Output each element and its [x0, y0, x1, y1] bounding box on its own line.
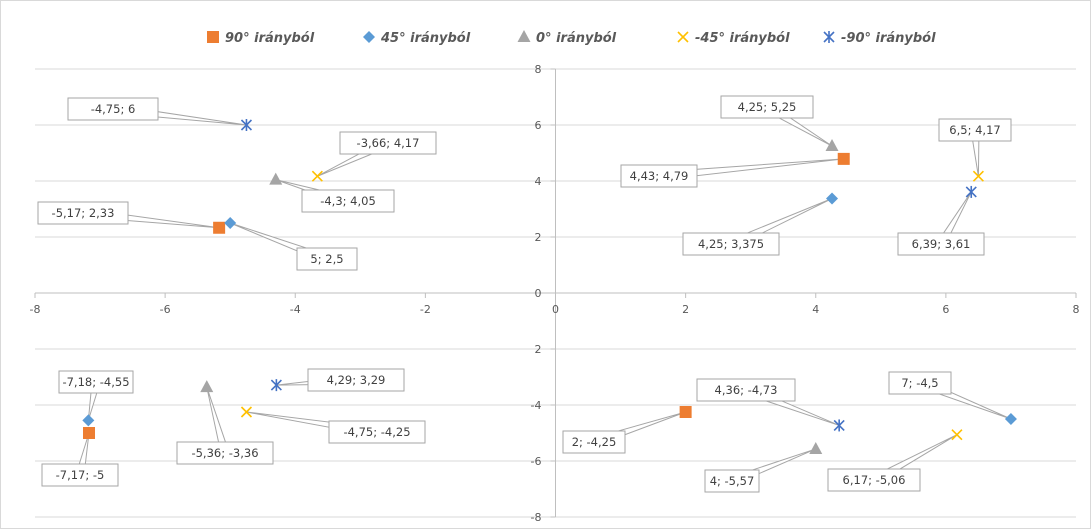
data-label: 5; 2,5: [310, 252, 343, 266]
data-label: 6,5; 4,17: [949, 123, 1000, 137]
callout-box: [328, 420, 426, 444]
callout-box: [307, 368, 405, 392]
data-point: [809, 441, 823, 454]
data-point: [679, 406, 692, 418]
axes: -8 -6 -4 -2 0 2 4 6 8 -8 -6 -4 2 0 2 4 6 8: [30, 63, 1080, 524]
data-point: [224, 217, 237, 229]
data-label: -4,3; 4,05: [320, 194, 376, 208]
legend-marker: [207, 31, 219, 43]
legend-marker: [517, 30, 531, 42]
y-tick-label: -6: [531, 455, 542, 468]
data-point: [965, 185, 977, 198]
y-tick-label: 4: [535, 175, 542, 188]
callout-box: [67, 97, 159, 121]
data-labels: -5,17; 2,33 4,43; 4,79 -7,17; -5 2; -4,25 5;…: [37, 95, 1012, 493]
data-label: -3,66; 4,17: [357, 136, 420, 150]
callout-leaders: [75, 102, 1012, 486]
legend-label: -90° irányból: [841, 31, 936, 46]
callout-box: [620, 164, 698, 188]
data-label: -5,17; 2,33: [52, 206, 115, 220]
y-tick-label: 8: [535, 63, 542, 76]
legend-label: 0° irányból: [536, 31, 617, 46]
callout-box: [176, 441, 274, 465]
callout-box: [888, 371, 952, 395]
callout-box: [696, 378, 796, 402]
legend-marker: [677, 31, 689, 43]
data-point: [240, 406, 253, 418]
callout-box: [41, 463, 119, 487]
data-point: [269, 172, 283, 185]
data-markers: [82, 119, 1017, 454]
y-tick-label: 2: [535, 343, 542, 356]
x-tick-label: 0: [552, 303, 559, 316]
x-tick-label: -8: [30, 303, 41, 316]
callout-box: [562, 430, 626, 454]
callout-box: [827, 468, 921, 492]
data-label: -5,36; -3,36: [191, 446, 258, 460]
legend-marker: [363, 31, 375, 43]
callout-box: [704, 469, 760, 493]
legend: 90° irányból 45° irányból 0° irányból -45° …: [207, 30, 936, 46]
x-tick-label: -6: [160, 303, 171, 316]
x-tick-label: 4: [812, 303, 819, 316]
legend-label: -45° irányból: [695, 31, 790, 46]
data-point: [82, 414, 95, 427]
callout-box: [301, 189, 395, 213]
legend-marker: [823, 31, 835, 43]
x-tick-label: -2: [420, 303, 431, 316]
data-label: -4,75; -4,25: [343, 425, 410, 439]
data-point: [951, 429, 963, 441]
x-tick-label: -4: [290, 303, 301, 316]
callout-box: [58, 370, 134, 394]
data-label: 6,17; -5,06: [843, 473, 906, 487]
y-tick-label: -4: [531, 399, 542, 412]
legend-label: 45° irányból: [380, 31, 471, 46]
data-point: [825, 139, 839, 151]
data-point: [833, 419, 845, 432]
callout-box: [720, 95, 814, 119]
data-label: 4,25; 5,25: [738, 100, 797, 114]
x-tick-label: 6: [942, 303, 949, 316]
data-label: 4,36; -4,73: [715, 383, 778, 397]
data-point: [826, 192, 839, 205]
callout-box: [296, 247, 358, 271]
callout-box: [37, 201, 129, 225]
data-label: -7,17; -5: [56, 468, 105, 482]
data-label: 2; -4,25: [572, 435, 617, 449]
data-point: [972, 170, 984, 182]
data-label: 4,29; 3,29: [327, 373, 386, 387]
y-tick-label: 2: [535, 231, 542, 244]
data-label: 4; -5,57: [710, 474, 755, 488]
data-point: [83, 427, 96, 439]
y-tick-label: -8: [531, 511, 542, 524]
data-point: [311, 170, 323, 182]
data-point: [1004, 413, 1017, 425]
y-tick-label: 0: [535, 287, 542, 300]
callout-box: [897, 232, 985, 256]
data-label: -7,18; -4,55: [62, 375, 129, 389]
data-point: [837, 152, 850, 165]
x-tick-label: 2: [682, 303, 689, 316]
data-point: [200, 380, 214, 393]
y-tick-label: 6: [535, 119, 542, 132]
legend-label: 90° irányból: [225, 31, 315, 46]
callout-box: [339, 131, 437, 155]
callout-box: [938, 118, 1012, 142]
callout-box: [682, 232, 780, 256]
x-tick-label: 8: [1073, 303, 1080, 316]
data-label: 7; -4,5: [901, 376, 938, 390]
data-point: [213, 221, 226, 234]
data-label: 6,39; 3,61: [912, 237, 971, 251]
data-label: -4,75; 6: [91, 102, 136, 116]
data-label: 4,43; 4,79: [630, 169, 689, 183]
data-label: 4,25; 3,375: [698, 237, 764, 251]
data-point: [270, 379, 282, 392]
data-point: [240, 119, 253, 131]
